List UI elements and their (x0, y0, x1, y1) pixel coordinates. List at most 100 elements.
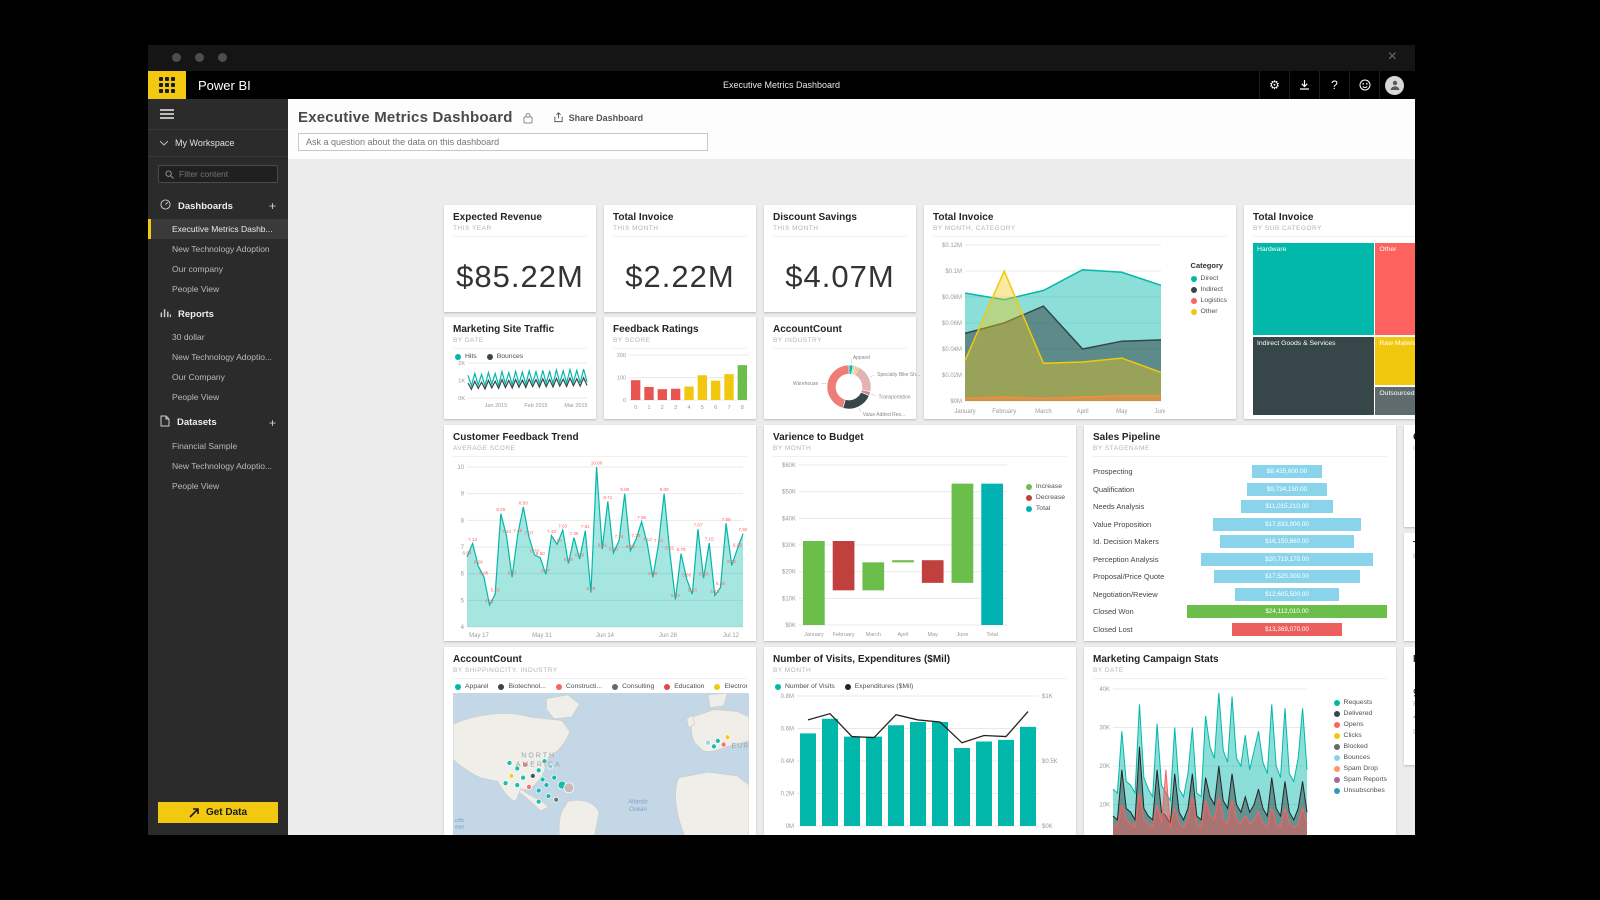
tile-accountcount-map[interactable]: AccountCount BY SHIPPINGCITY, INDUSTRY App… (444, 647, 756, 835)
download-icon[interactable] (1289, 71, 1319, 99)
metric: 7223Clicks (1413, 714, 1415, 736)
kpi-tile-total-invoice[interactable]: Total Invoice THIS MONTH $2.22M (604, 205, 756, 312)
funnel-stage[interactable]: Closed Won $24,112,010.00 (1093, 603, 1387, 621)
tile-total-invoice-treemap[interactable]: Total Invoice BY SUB CATEGORY Hardware Indi… (1244, 205, 1415, 419)
funnel-stage[interactable]: Negotiation/Review $12,605,500.00 (1093, 586, 1387, 604)
svg-text:$0.06M: $0.06M (942, 321, 962, 327)
svg-text:7.28: 7.28 (632, 533, 641, 538)
sidebar-section-datasets[interactable]: Datasets + (148, 407, 288, 436)
svg-text:5.87: 5.87 (508, 571, 517, 576)
svg-text:7.37: 7.37 (524, 531, 533, 536)
filter-content-box[interactable] (158, 165, 278, 183)
sidebar-section-dashboards[interactable]: Dashboards + (148, 191, 288, 219)
waffle-menu-icon[interactable] (148, 71, 186, 99)
svg-text:8.50: 8.50 (519, 501, 528, 506)
svg-text:Apparel: Apparel (853, 355, 870, 361)
kpi-tile-expected-revenue[interactable]: Expected Revenue THIS YEAR $85.22M (444, 205, 596, 312)
tile-feedback-ratings[interactable]: Feedback Ratings BY SCORE 0 100 200 0 1 2 3 4 5 6 7 8 (604, 317, 756, 419)
funnel-stage[interactable]: Id. Decision Makers $16,150,860.00 (1093, 533, 1387, 551)
sidebar-item[interactable]: New Technology Adoptio... (172, 461, 273, 471)
powerbi-brand: Power BI (198, 77, 251, 93)
svg-text:0K: 0K (458, 396, 465, 402)
sidebar-item[interactable]: New Technology Adoptio... (172, 352, 273, 362)
funnel-stage[interactable]: Perception Analysis $20,719,170.00 (1093, 551, 1387, 569)
svg-text:$0.1M: $0.1M (945, 269, 962, 275)
settings-gear-icon[interactable]: ⚙ (1259, 71, 1289, 99)
tile-varience-to-budget[interactable]: Varience to Budget BY MONTH Increase Decrea… (764, 425, 1076, 641)
tile-customer-feedback-trend[interactable]: Customer Feedback Trend AVERAGE SCORE 4 5 6 7… (444, 425, 756, 641)
treemap-block[interactable]: Raw Materials (1375, 336, 1415, 385)
sidebar-item[interactable]: People View (172, 481, 220, 491)
funnel-stage[interactable]: Closed Lost $13,369,070.00 (1093, 621, 1387, 639)
funnel-stage[interactable]: Proposal/Price Quote $17,525,000.00 (1093, 568, 1387, 586)
funnel-stage[interactable]: Needs Analysis $11,015,210.00 (1093, 498, 1387, 516)
external-arrow-icon (189, 807, 199, 818)
legend-item: Increase (1025, 483, 1065, 490)
sidebar-item[interactable]: 30 dollar (172, 332, 205, 342)
tile-sales-pipeline[interactable]: Sales Pipeline BY STAGENAME Prospecting $8,… (1084, 425, 1396, 641)
app-window: × Power BI Executive Metrics Dashboard ⚙… (148, 45, 1415, 835)
sidebar-section-reports[interactable]: Reports (148, 299, 288, 327)
svg-text:100: 100 (617, 376, 626, 382)
svg-text:EURO: EURO (731, 743, 749, 750)
tile-accountcount-donut[interactable]: AccountCount BY INDUSTRY Apparel Specialty … (764, 317, 920, 419)
sidebar-item[interactable]: People View (172, 284, 220, 294)
svg-text:7.35: 7.35 (570, 531, 579, 536)
legend-item: Other (1190, 308, 1227, 315)
svg-text:7.13: 7.13 (468, 537, 477, 542)
svg-text:$30K: $30K (782, 543, 796, 549)
sidebar-item[interactable]: Our company (172, 264, 224, 274)
svg-text:AMERICA: AMERICA (516, 762, 562, 769)
svg-text:Jan 2015: Jan 2015 (485, 403, 508, 408)
tile-marketing-campaign-metrics[interactable]: Marketing Campaign Metrics9521Blocked705… (1404, 647, 1415, 765)
help-icon[interactable]: ? (1319, 71, 1349, 99)
funnel-stage[interactable]: Qualification $9,734,150.00 (1093, 481, 1387, 499)
qna-question-input[interactable] (298, 133, 708, 151)
sidebar-item[interactable]: Executive Metrics Dashb... (148, 219, 288, 239)
svg-text:4.82: 4.82 (485, 599, 494, 604)
tile-visits-expenditures[interactable]: Number of Visits, Expenditures ($Mil) BY … (764, 647, 1076, 835)
tile-total-invoice-by-month[interactable]: Total Invoice BY MONTH, CATEGORY Category D… (924, 205, 1236, 419)
feedback-smiley-icon[interactable] (1349, 71, 1379, 99)
hamburger-menu-icon[interactable] (148, 99, 288, 129)
sidebar-item[interactable]: Financial Sample (172, 441, 238, 451)
tile-invoice-budget-amount[interactable]: Total Invoice, Budget AmountBY MONTH, CA… (1404, 533, 1415, 641)
svg-text:7.95: 7.95 (637, 515, 646, 520)
get-data-button[interactable]: Get Data (158, 802, 278, 823)
svg-text:$40K: $40K (782, 516, 796, 522)
sidebar-item[interactable]: Our Company (172, 372, 225, 382)
treemap-block[interactable]: Other (1375, 243, 1415, 336)
svg-text:May: May (1116, 409, 1127, 415)
tile-marketing-site-traffic[interactable]: Marketing Site Traffic BY DATE Hits Bounces… (444, 317, 596, 419)
funnel-stage[interactable]: Prospecting $8,435,600.00 (1093, 463, 1387, 481)
add-datasets-button[interactable]: + (268, 415, 276, 430)
sidebar-item[interactable]: New Technology Adoption (172, 244, 270, 254)
window-controls[interactable] (172, 53, 227, 62)
legend-item: Expenditures ($Mil) (844, 683, 913, 690)
legend-item: Blocked (1333, 743, 1387, 750)
workspace-selector[interactable]: My Workspace (148, 129, 288, 157)
svg-text:Jun 14: Jun 14 (596, 633, 615, 639)
search-icon (165, 169, 174, 179)
treemap-block[interactable]: Indirect Goods & Services (1253, 336, 1374, 415)
svg-text:Jul 12: Jul 12 (723, 633, 740, 639)
tile-customer-size-vs-revenue[interactable]: Customer Size vs RevenueCUSTOMER GROUP$1… (1404, 425, 1415, 527)
svg-text:5.23: 5.23 (688, 588, 697, 593)
window-close-icon[interactable]: × (1387, 48, 1397, 65)
treemap-block[interactable]: Hardware (1253, 243, 1374, 336)
kpi-tile-discount-savings[interactable]: Discount Savings THIS MONTH $4.07M (764, 205, 916, 312)
svg-text:$0.5K: $0.5K (1042, 759, 1058, 765)
filter-content-input[interactable] (179, 169, 269, 179)
svg-text:5.88: 5.88 (479, 570, 488, 575)
svg-text:7.24: 7.24 (615, 534, 624, 539)
profile-avatar[interactable] (1379, 71, 1409, 99)
svg-text:$10K: $10K (782, 596, 796, 602)
add-dashboards-button[interactable]: + (268, 199, 276, 213)
funnel-stage[interactable]: Value Proposition $17,833,000.00 (1093, 516, 1387, 534)
share-dashboard-button[interactable]: Share Dashboard (553, 112, 643, 123)
tile-marketing-campaign-stats[interactable]: Marketing Campaign Stats BY DATE Requests D… (1084, 647, 1396, 835)
sidebar-item[interactable]: People View (172, 392, 220, 402)
legend-item: Decrease (1025, 494, 1065, 501)
svg-text:5.80: 5.80 (682, 573, 691, 578)
treemap-block[interactable]: Outsourced (1375, 386, 1415, 415)
